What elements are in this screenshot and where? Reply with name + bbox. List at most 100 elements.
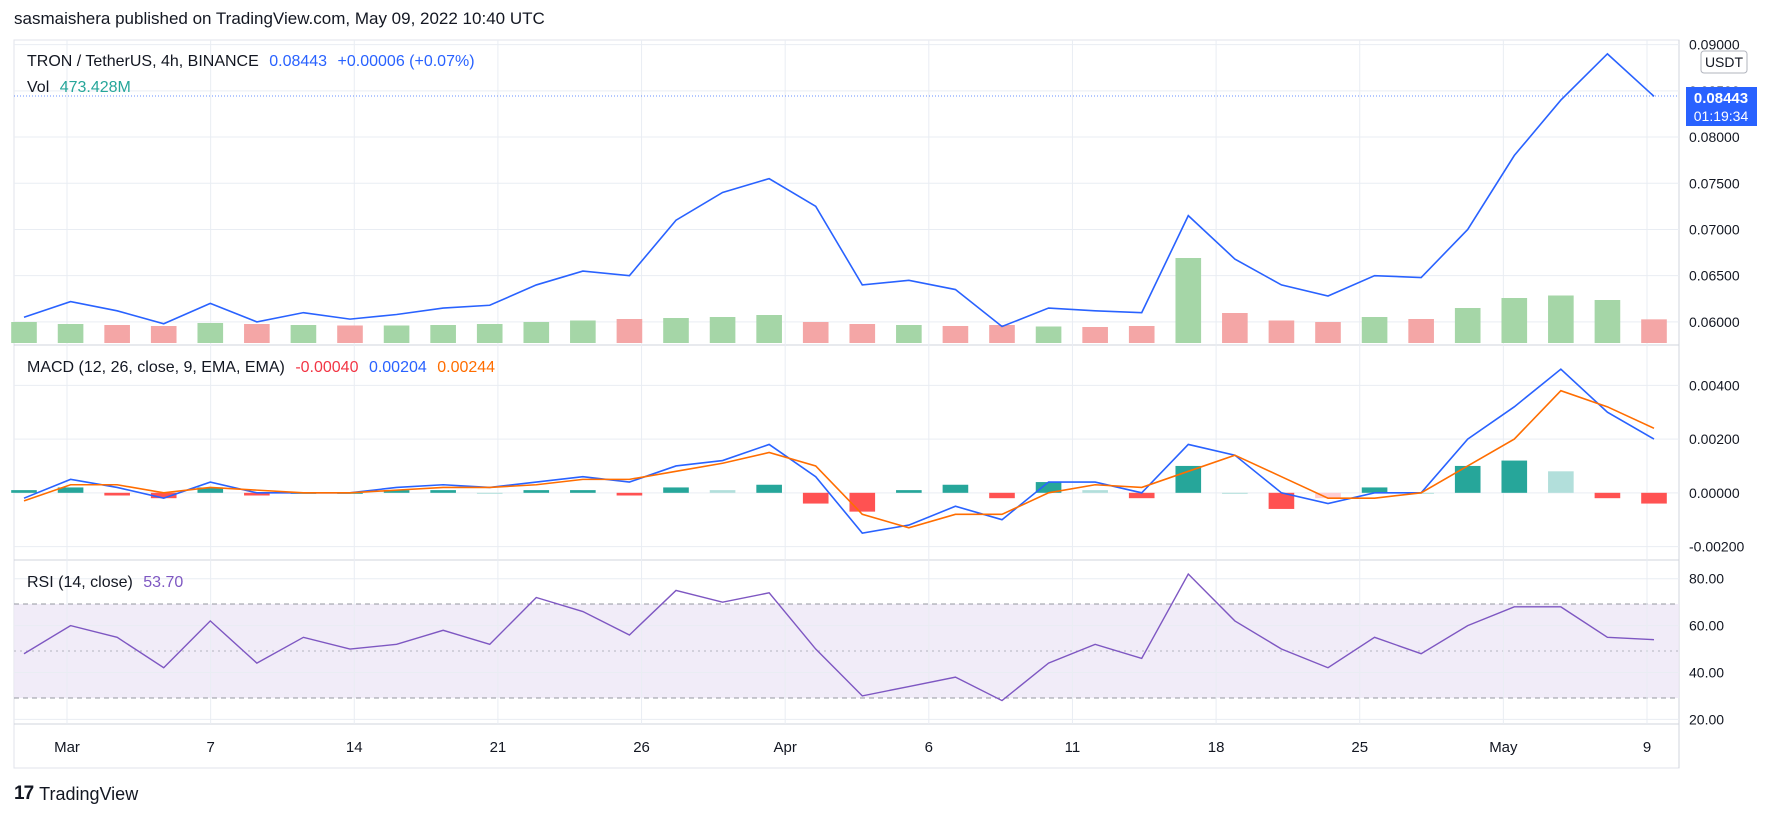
macd-histogram (11, 460, 1667, 512)
macd-histogram-bar (709, 490, 736, 493)
time-axis-label: 9 (1643, 739, 1651, 756)
volume-bar (197, 323, 224, 343)
macd-axis-tick-label: 0.00000 (1689, 485, 1740, 501)
volume-bars (11, 258, 1667, 343)
time-axis-label: 7 (206, 739, 214, 756)
last-price-tag (1686, 87, 1757, 126)
volume-bar (663, 318, 689, 343)
macd-axis-tick-label: 0.00400 (1689, 377, 1740, 393)
macd-line (23, 368, 1655, 534)
volume-bar (150, 326, 177, 343)
volume-bar (1082, 327, 1108, 343)
rsi-axis-tick-label: 40.00 (1689, 664, 1724, 680)
volume-legend: Vol 473.428M (27, 79, 137, 97)
macd-histogram-bar (1128, 492, 1155, 499)
macd-signal-value: 0.00244 (437, 359, 496, 376)
volume-label[interactable]: Vol (27, 79, 50, 96)
last-price-value: 0.08443 (269, 53, 328, 70)
macd-histogram-bar (150, 492, 177, 499)
volume-bar (1361, 317, 1388, 343)
volume-bar (570, 320, 596, 343)
footer: 17 TradingView (14, 783, 138, 805)
macd-histogram-bar (1548, 471, 1574, 493)
symbol-label[interactable]: TRON / TetherUS, 4h, BINANCE (27, 53, 259, 70)
footer-brand[interactable]: TradingView (39, 783, 139, 804)
volume-bar (476, 324, 503, 343)
price-axis-tick-label: 0.09000 (1689, 37, 1740, 53)
time-axis-label: 6 (925, 739, 933, 756)
volume-bar (383, 325, 410, 343)
macd-line-value: 0.00204 (368, 359, 427, 376)
macd-histogram-bar (802, 492, 829, 504)
rsi-label[interactable]: RSI (14, close) (27, 574, 133, 591)
macd-signal-line (23, 389, 1655, 529)
time-axis-label: Apr (774, 739, 797, 756)
macd-histogram-bar (1315, 492, 1341, 499)
macd-histogram-bar (896, 490, 922, 493)
volume-bar (337, 325, 363, 343)
macd-histogram-bar (942, 484, 969, 493)
time-axis-label: 14 (346, 739, 363, 756)
macd-legend: MACD (12, 26, close, 9, EMA, EMA) -0.000… (27, 359, 501, 377)
price-axis-tick-label: 0.07000 (1689, 221, 1740, 237)
macd-histogram-bar (1082, 490, 1108, 493)
volume-bar (756, 315, 782, 343)
macd-histogram-bar (1175, 465, 1202, 493)
macd-histogram-bar (476, 492, 503, 494)
macd-histogram-bar (616, 492, 643, 496)
volume-bar (1408, 319, 1434, 343)
macd-histogram-bar (1454, 465, 1481, 493)
bar-countdown: 01:19:34 (1694, 108, 1749, 124)
volume-bar (849, 324, 876, 343)
grid-lines (14, 40, 1679, 724)
volume-bar (11, 322, 37, 343)
volume-bar (616, 319, 643, 343)
price-axis-tick-label: 0.06000 (1689, 314, 1740, 330)
macd-label[interactable]: MACD (12, 26, close, 9, EMA, EMA) (27, 359, 285, 376)
rsi-axis-tick-label: 80.00 (1689, 571, 1724, 587)
macd-histogram-bar (523, 490, 550, 493)
time-axis-label: 26 (633, 739, 650, 756)
series-lines (23, 52, 1655, 702)
volume-bar (942, 326, 969, 343)
volume-bar (1268, 320, 1295, 343)
tradingview-logo-icon[interactable]: 17 (14, 783, 34, 804)
rsi-axis-tick-label: 20.00 (1689, 711, 1724, 727)
time-axis-label: 25 (1351, 739, 1368, 756)
volume-bar (104, 325, 130, 343)
macd-histogram-bar (570, 490, 596, 493)
price-axis-tick-label: 0.07500 (1689, 175, 1740, 191)
macd-histogram-bar (1222, 492, 1248, 494)
time-axis-label: May (1489, 739, 1518, 756)
macd-histogram-bar (756, 484, 782, 493)
macd-histogram-bar (383, 490, 410, 493)
macd-axis-tick-label: -0.00200 (1689, 539, 1744, 555)
macd-histogram-bar (1594, 492, 1621, 499)
macd-histogram-bar (57, 487, 84, 493)
volume-bar (1222, 313, 1248, 343)
volume-bar (1175, 258, 1202, 343)
volume-bar (430, 325, 456, 343)
volume-bar (1594, 300, 1621, 343)
macd-histogram-bar (1501, 460, 1528, 493)
volume-bar (896, 325, 922, 343)
rsi-legend: RSI (14, close) 53.70 (27, 574, 189, 592)
macd-histogram-bar (11, 490, 37, 493)
macd-histogram-bar (430, 490, 456, 493)
currency-label: USDT (1705, 54, 1744, 70)
macd-histogram-bar (849, 492, 876, 512)
price-axis-tick-label: 0.08000 (1689, 129, 1740, 145)
volume-bar (1315, 322, 1341, 343)
macd-histogram-bar (244, 492, 270, 496)
volume-bar (1035, 326, 1062, 343)
volume-bar (989, 325, 1015, 343)
publish-header: sasmaishera published on TradingView.com… (14, 9, 545, 28)
macd-histogram-bar (989, 492, 1015, 499)
macd-histogram-bar (1361, 487, 1388, 493)
volume-bar (1454, 308, 1481, 343)
rsi-axis-tick-label: 60.00 (1689, 618, 1724, 634)
volume-bar (1501, 298, 1528, 343)
currency-box[interactable] (1700, 50, 1748, 74)
time-axis-label: 11 (1065, 739, 1081, 756)
